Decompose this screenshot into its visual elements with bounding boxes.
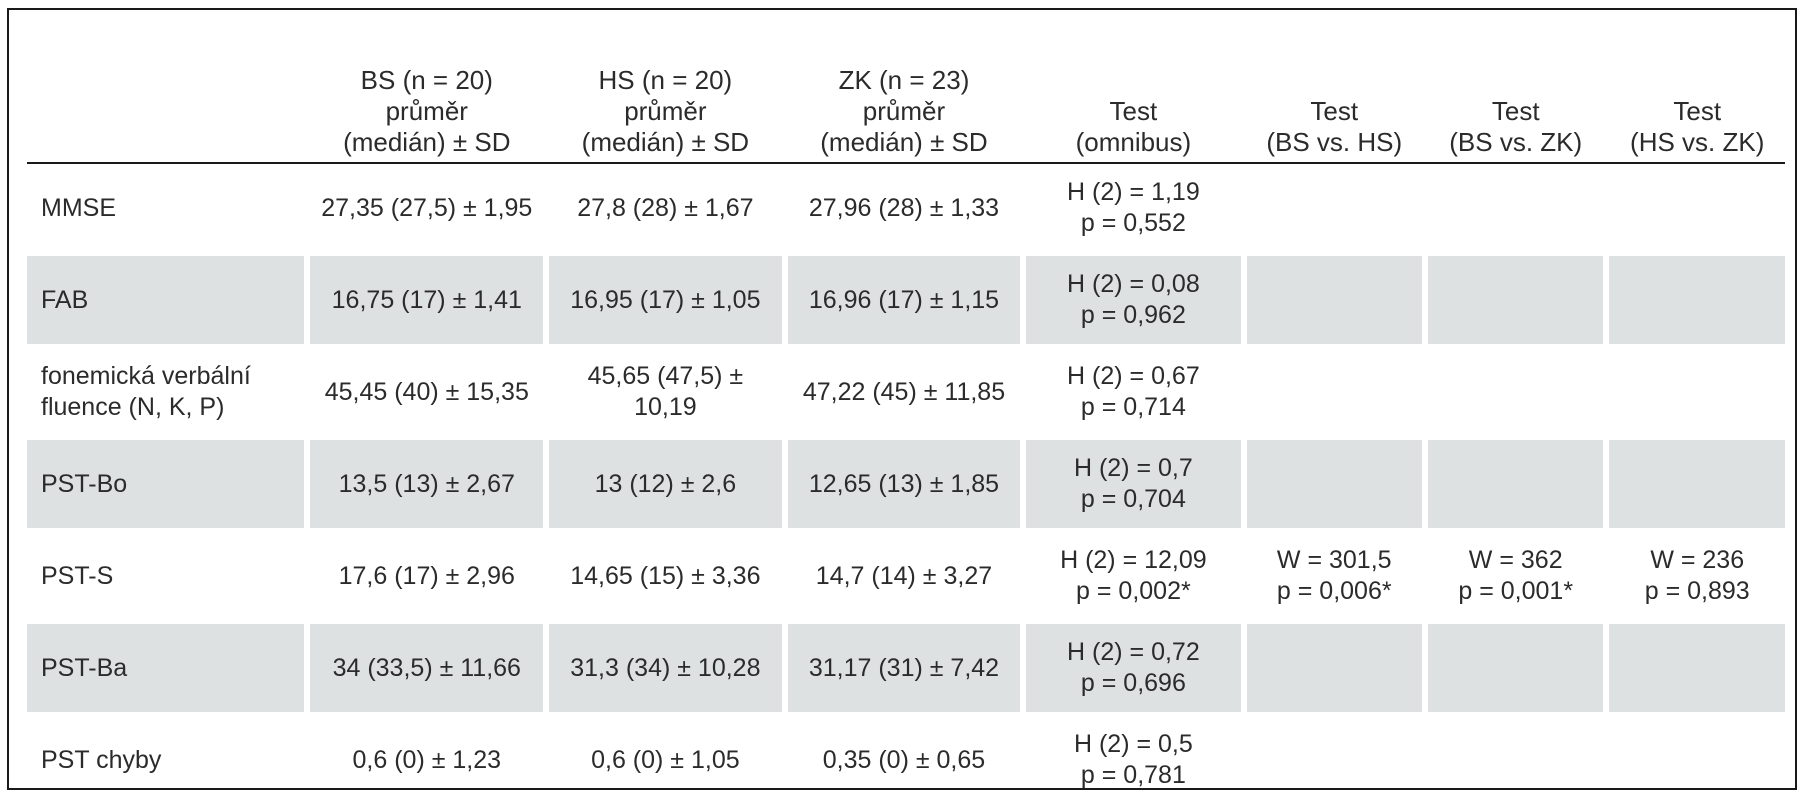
bs-vs-zk-test <box>1427 716 1604 808</box>
hs-value: 45,65 (47,5) ± 10,19 <box>549 348 782 440</box>
table-row: PST-S 17,6 (17) ± 2,96 14,65 (15) ± 3,36 14… <box>27 532 1785 624</box>
table-row: PST chyby 0,6 (0) ± 1,23 0,6 (0) ± 1,05 0,3… <box>27 716 1785 808</box>
table-row: FAB 16,75 (17) ± 1,41 16,95 (17) ± 1,05 16,… <box>27 256 1785 348</box>
omnibus-test: H (2) = 0,7 p = 0,704 <box>1026 440 1241 532</box>
bs-value: 0,6 (0) ± 1,23 <box>310 716 544 808</box>
table-row: PST-Ba 34 (33,5) ± 11,66 31,3 (34) ± 10,28… <box>27 624 1785 716</box>
bs-value: 34 (33,5) ± 11,66 <box>310 624 544 716</box>
hs-vs-zk-test <box>1609 624 1785 716</box>
bs-vs-zk-test <box>1427 440 1604 532</box>
bs-value: 16,75 (17) ± 1,41 <box>310 256 544 348</box>
table-row: MMSE 27,35 (27,5) ± 1,95 27,8 (28) ± 1,67 2… <box>27 164 1785 256</box>
row-label: PST-Bo <box>27 440 305 532</box>
hs-vs-zk-test: W = 236 p = 0,893 <box>1609 532 1785 624</box>
table-body: MMSE 27,35 (27,5) ± 1,95 27,8 (28) ± 1,67 2… <box>27 164 1785 808</box>
row-label: PST chyby <box>27 716 305 808</box>
row-label: PST-S <box>27 532 305 624</box>
bs-vs-hs-test <box>1246 256 1422 348</box>
hs-value: 31,3 (34) ± 10,28 <box>549 624 782 716</box>
header-empty <box>27 22 304 162</box>
bs-vs-hs-test <box>1246 348 1422 440</box>
zk-value: 27,96 (28) ± 1,33 <box>787 164 1021 256</box>
bs-vs-zk-test <box>1427 256 1604 348</box>
header-zk: ZK (n = 23) průměr (medián) ± SD <box>820 65 988 157</box>
zk-value: 47,22 (45) ± 11,85 <box>787 348 1021 440</box>
bs-vs-zk-test <box>1427 164 1604 256</box>
bs-value: 17,6 (17) ± 2,96 <box>310 532 544 624</box>
hs-vs-zk-test <box>1609 256 1785 348</box>
row-label: FAB <box>27 256 305 348</box>
zk-value: 14,7 (14) ± 3,27 <box>787 532 1021 624</box>
row-label: fonemická verbální fluence (N, K, P) <box>27 348 305 440</box>
omnibus-test: H (2) = 1,19 p = 0,552 <box>1026 164 1241 256</box>
bs-vs-hs-test: W = 301,5 p = 0,006* <box>1246 532 1422 624</box>
zk-value: 31,17 (31) ± 7,42 <box>787 624 1021 716</box>
header-test-bs-zk: Test (BS vs. ZK) <box>1449 96 1583 157</box>
results-table: BS (n = 20) průměr (medián) ± SD HS (n =… <box>21 22 1791 808</box>
hs-value: 14,65 (15) ± 3,36 <box>549 532 782 624</box>
table-row: fonemická verbální fluence (N, K, P) 45,45… <box>27 348 1785 440</box>
hs-value: 13 (12) ± 2,6 <box>549 440 782 532</box>
header-row: BS (n = 20) průměr (medián) ± SD HS (n =… <box>27 22 1785 162</box>
hs-vs-zk-test <box>1609 348 1785 440</box>
omnibus-test: H (2) = 0,5 p = 0,781 <box>1026 716 1241 808</box>
omnibus-test: H (2) = 12,09 p = 0,002* <box>1026 532 1241 624</box>
zk-value: 0,35 (0) ± 0,65 <box>787 716 1021 808</box>
bs-vs-zk-test <box>1427 348 1604 440</box>
header-bs: BS (n = 20) průměr (medián) ± SD <box>343 65 511 157</box>
row-label: PST-Ba <box>27 624 305 716</box>
bs-value: 27,35 (27,5) ± 1,95 <box>310 164 544 256</box>
hs-value: 16,95 (17) ± 1,05 <box>549 256 782 348</box>
bs-value: 45,45 (40) ± 15,35 <box>310 348 544 440</box>
table-frame: BS (n = 20) průměr (medián) ± SD HS (n =… <box>7 8 1797 808</box>
hs-value: 0,6 (0) ± 1,05 <box>549 716 782 808</box>
header-rule <box>27 162 1785 164</box>
omnibus-test: H (2) = 0,72 p = 0,696 <box>1026 624 1241 716</box>
bs-vs-hs-test <box>1246 624 1422 716</box>
header-test-bs-hs: Test (BS vs. HS) <box>1266 96 1403 157</box>
hs-value: 27,8 (28) ± 1,67 <box>549 164 782 256</box>
bs-vs-hs-test <box>1246 164 1422 256</box>
table-row: PST-Bo 13,5 (13) ± 2,67 13 (12) ± 2,6 12,65… <box>27 440 1785 532</box>
bs-vs-hs-test <box>1246 716 1422 808</box>
hs-vs-zk-test <box>1609 164 1785 256</box>
bs-vs-zk-test: W = 362 p = 0,001* <box>1427 532 1604 624</box>
zk-value: 12,65 (13) ± 1,85 <box>787 440 1021 532</box>
bs-vs-zk-test <box>1427 624 1604 716</box>
bs-value: 13,5 (13) ± 2,67 <box>310 440 544 532</box>
row-label: MMSE <box>27 164 305 256</box>
hs-vs-zk-test <box>1609 716 1785 808</box>
bs-vs-hs-test <box>1246 440 1422 532</box>
omnibus-test: H (2) = 0,67 p = 0,714 <box>1026 348 1241 440</box>
zk-value: 16,96 (17) ± 1,15 <box>787 256 1021 348</box>
header-test-omnibus: Test (omnibus) <box>1075 96 1192 157</box>
header-hs: HS (n = 20) průměr (medián) ± SD <box>581 65 750 157</box>
omnibus-test: H (2) = 0,08 p = 0,962 <box>1026 256 1241 348</box>
hs-vs-zk-test <box>1609 440 1785 532</box>
header-test-hs-zk: Test (HS vs. ZK) <box>1630 96 1765 157</box>
